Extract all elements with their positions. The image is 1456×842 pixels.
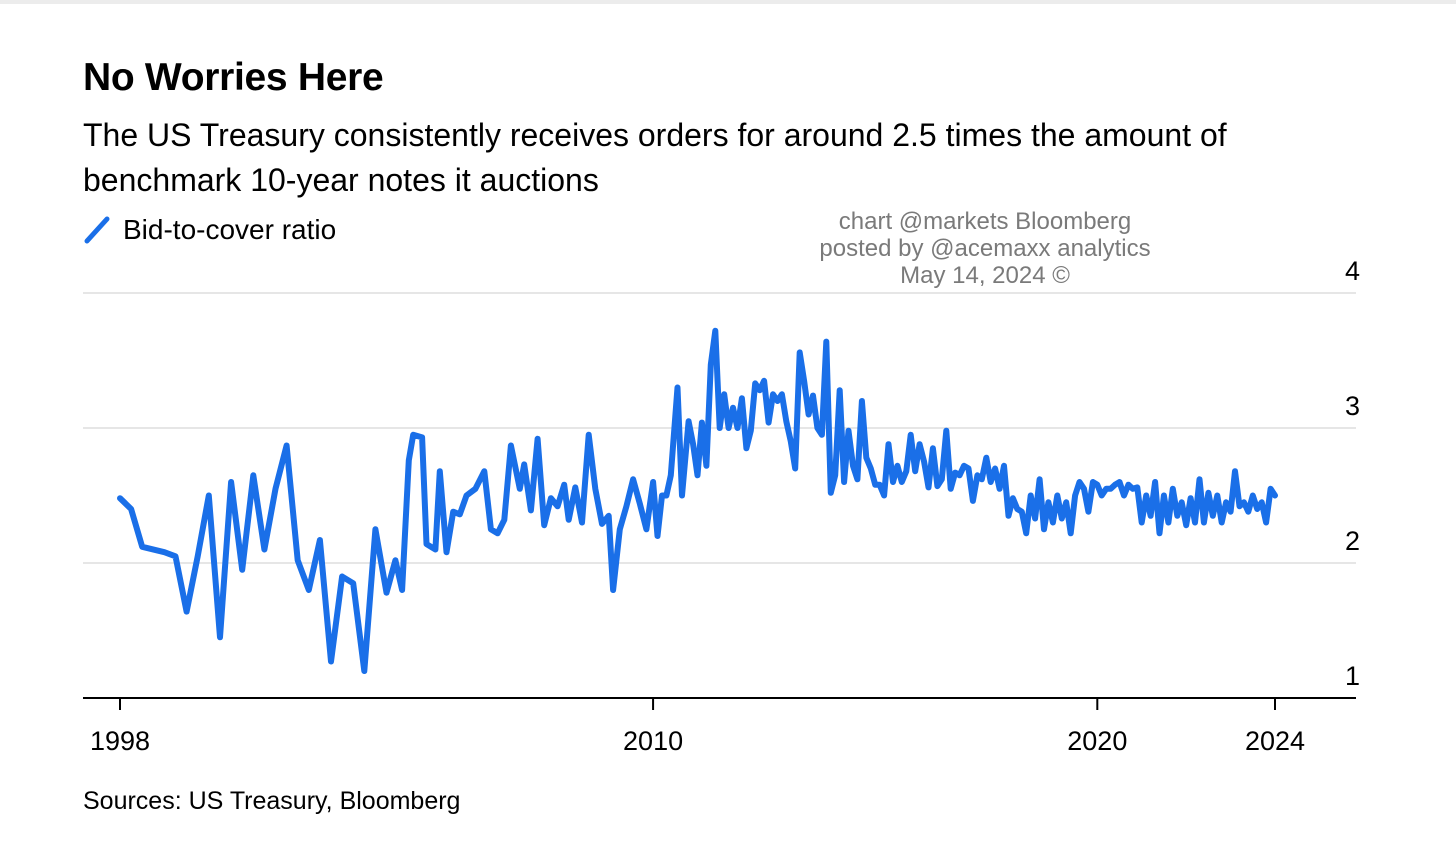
- top-border: [0, 0, 1456, 4]
- legend-swatch-icon: [84, 216, 110, 244]
- x-tick-label-2020: 2020: [1067, 726, 1127, 756]
- series-line-0: [117, 327, 1278, 674]
- x-axis: 1998 2010 2020 2024: [83, 697, 1356, 756]
- y-tick-label-4: 4: [1345, 256, 1360, 286]
- y-tick-label-2: 2: [1345, 526, 1360, 556]
- legend-label: Bid-to-cover ratio: [123, 214, 337, 245]
- x-tick-label-1998: 1998: [90, 726, 150, 756]
- chart-subtitle: The US Treasury consistently receives or…: [83, 117, 1227, 198]
- x-tick-label-2010: 2010: [623, 726, 683, 756]
- watermark-line-2: posted by @acemaxx analytics: [819, 235, 1151, 262]
- x-tick-label-2024: 2024: [1245, 726, 1305, 756]
- watermark-line-1: chart @markets Bloomberg: [838, 208, 1132, 235]
- legend: Bid-to-cover ratio: [83, 212, 336, 248]
- y-tick-label-1: 1: [1345, 661, 1360, 691]
- chart-title: No Worries Here: [83, 56, 384, 99]
- y-tick-label-3: 3: [1345, 391, 1360, 421]
- series-layer: [117, 327, 1278, 674]
- y-axis-ticks: 1 2 3 4: [1345, 256, 1360, 691]
- watermark-line-3: May 14, 2024 ©: [900, 262, 1070, 289]
- source-note: Sources: US Treasury, Bloomberg: [83, 787, 461, 815]
- watermark: chart @markets Bloomberg posted by @acem…: [775, 208, 1195, 289]
